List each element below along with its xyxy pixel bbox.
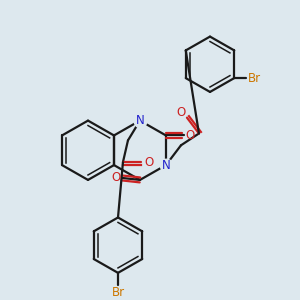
Text: N: N [162,159,170,172]
Text: O: O [176,106,186,119]
Text: Br: Br [248,72,261,85]
Text: O: O [111,171,121,184]
Text: O: O [185,129,195,142]
Text: O: O [144,156,154,169]
Text: N: N [136,114,144,127]
Text: Br: Br [111,286,124,299]
